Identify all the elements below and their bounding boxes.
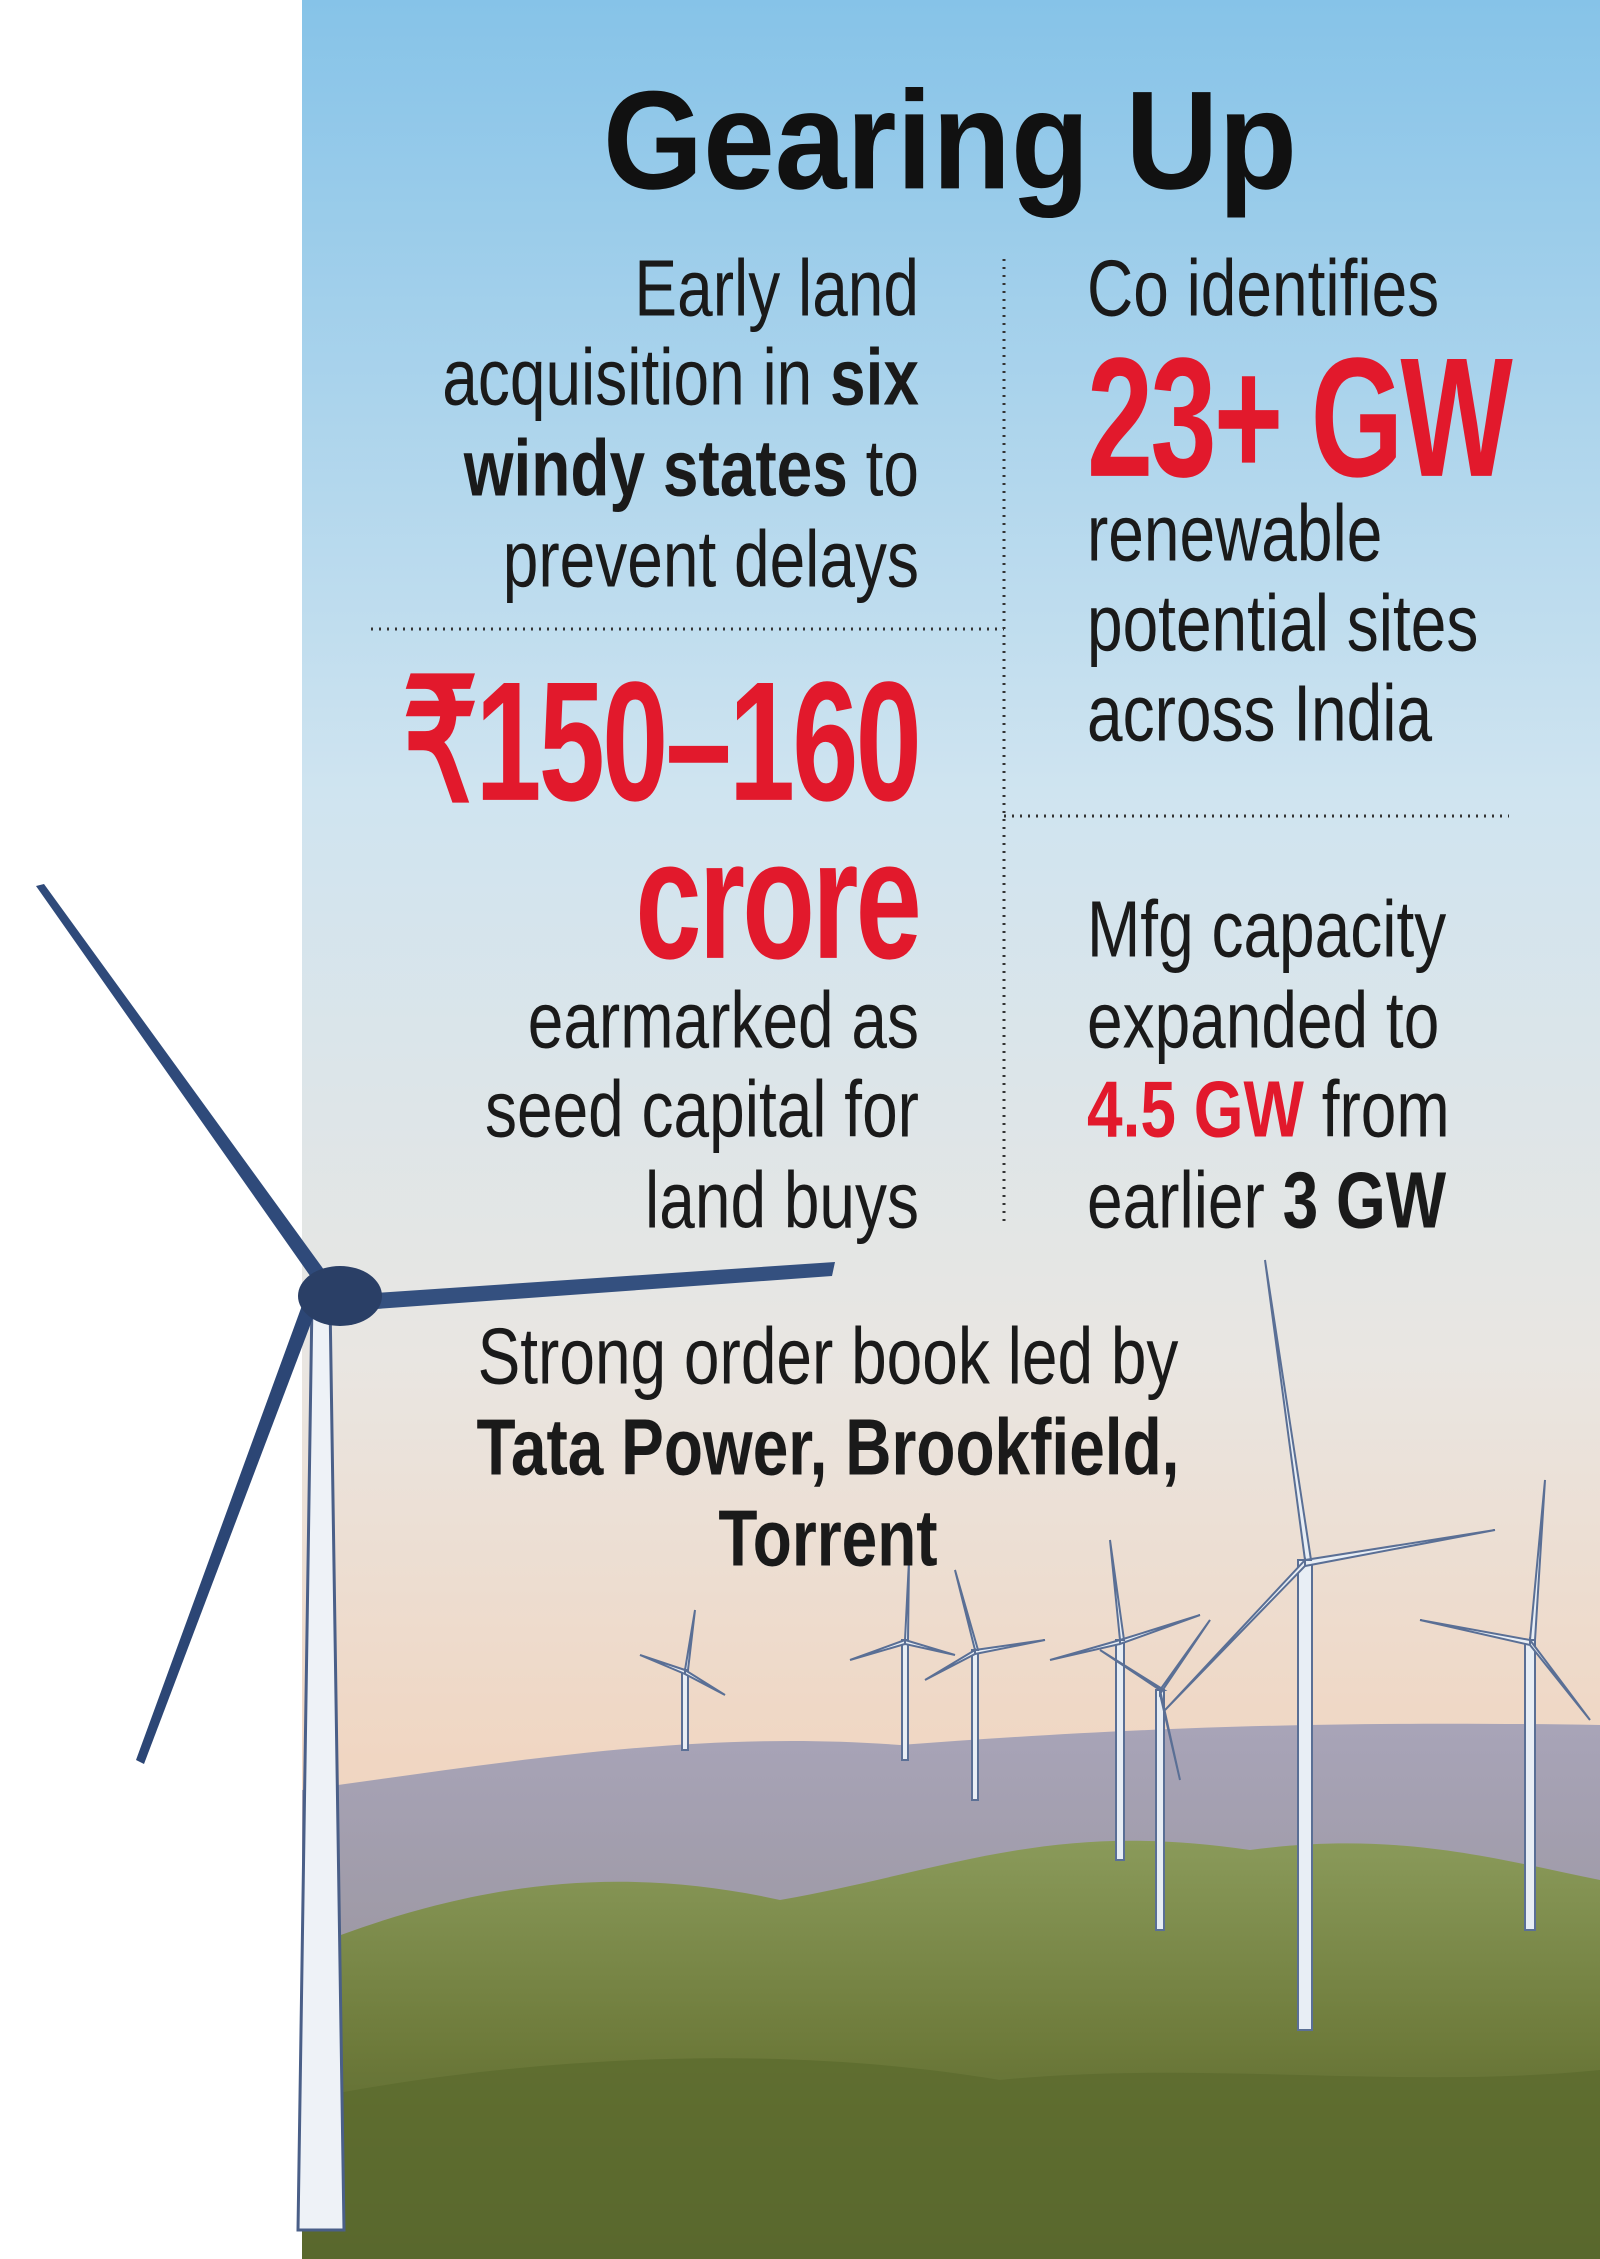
text: Strong order book led by: [478, 1311, 1180, 1400]
text-run: six: [830, 332, 919, 421]
text-run: ₹150–160: [402, 647, 919, 837]
text: acquisition in six: [442, 332, 919, 421]
text-run: Tata Power, Brookfield,: [477, 1402, 1180, 1491]
text-line: seed capital for: [485, 1064, 919, 1153]
text-run: 4.5 GW: [1087, 1064, 1304, 1153]
text-run: earlier: [1087, 1155, 1283, 1244]
text-line: Strong order book led by: [478, 1311, 1180, 1400]
text-line: renewable: [1087, 488, 1382, 577]
text-line: earlier 3 GW: [1087, 1155, 1447, 1244]
text: ₹150–160: [402, 647, 919, 837]
text: Mfg capacity: [1087, 884, 1447, 973]
text: land buys: [645, 1155, 919, 1244]
text-run: Torrent: [718, 1493, 937, 1582]
text-line: Early land: [634, 243, 919, 332]
text-run: from: [1304, 1064, 1450, 1153]
text: crore: [635, 805, 919, 995]
text-line: 4.5 GW from: [1087, 1064, 1450, 1153]
text-line: crore: [635, 805, 921, 995]
small-turbines: [639, 1259, 1591, 2031]
text-run: expanded to: [1087, 975, 1439, 1064]
text-line: acquisition in six: [442, 332, 919, 421]
text-line: expanded to: [1087, 975, 1439, 1064]
text-run: seed capital for: [485, 1064, 919, 1153]
text: windy states to: [463, 423, 919, 512]
text: Early land: [634, 243, 919, 332]
text-run: crore: [635, 805, 919, 995]
text-line: across India: [1087, 668, 1433, 757]
text-run: 3 GW: [1283, 1155, 1447, 1244]
text: earmarked as: [528, 975, 919, 1064]
text-run: Mfg capacity: [1087, 884, 1447, 973]
text-run: Strong order book led by: [478, 1311, 1180, 1400]
text-run: to: [848, 423, 919, 512]
text: renewable: [1087, 488, 1382, 577]
text-line: 23+ GW: [1087, 323, 1516, 513]
text-line: ₹150–160: [402, 647, 921, 837]
text-line: land buys: [645, 1155, 919, 1244]
text-run: land buys: [645, 1155, 919, 1244]
text: Torrent: [718, 1493, 937, 1582]
text-run: across India: [1087, 668, 1433, 757]
text: Co identifies: [1087, 243, 1439, 332]
text: 23+ GW: [1087, 323, 1513, 513]
foreground: [302, 2058, 1600, 2259]
text-line: Co identifies: [1087, 243, 1439, 332]
text: potential sites: [1087, 578, 1478, 667]
text-run: acquisition in: [442, 332, 830, 421]
text-run: Early land: [634, 243, 919, 332]
large-turbine: [36, 884, 835, 2232]
text-run: Co identifies: [1087, 243, 1439, 332]
text: prevent delays: [503, 514, 919, 603]
title: Gearing Up: [603, 61, 1297, 218]
text-line: Torrent: [718, 1493, 937, 1582]
text-line: windy states to: [463, 423, 919, 512]
text-run: potential sites: [1087, 578, 1478, 667]
text: earlier 3 GW: [1087, 1155, 1447, 1244]
text-run: earmarked as: [528, 975, 919, 1064]
text-run: windy states: [463, 423, 848, 512]
text: seed capital for: [485, 1064, 919, 1153]
text-run: renewable: [1087, 488, 1382, 577]
text: 4.5 GW from: [1087, 1064, 1450, 1153]
text-line: prevent delays: [503, 514, 919, 603]
text-run: 23+ GW: [1087, 323, 1513, 513]
text: expanded to: [1087, 975, 1439, 1064]
text-line: earmarked as: [528, 975, 919, 1064]
text-run: prevent delays: [503, 514, 919, 603]
text-line: Tata Power, Brookfield,: [477, 1402, 1180, 1491]
dividers: [371, 259, 1509, 1226]
text-line: potential sites: [1087, 578, 1478, 667]
text-line: Mfg capacity: [1087, 884, 1447, 973]
text: across India: [1087, 668, 1433, 757]
text: Tata Power, Brookfield,: [477, 1402, 1180, 1491]
